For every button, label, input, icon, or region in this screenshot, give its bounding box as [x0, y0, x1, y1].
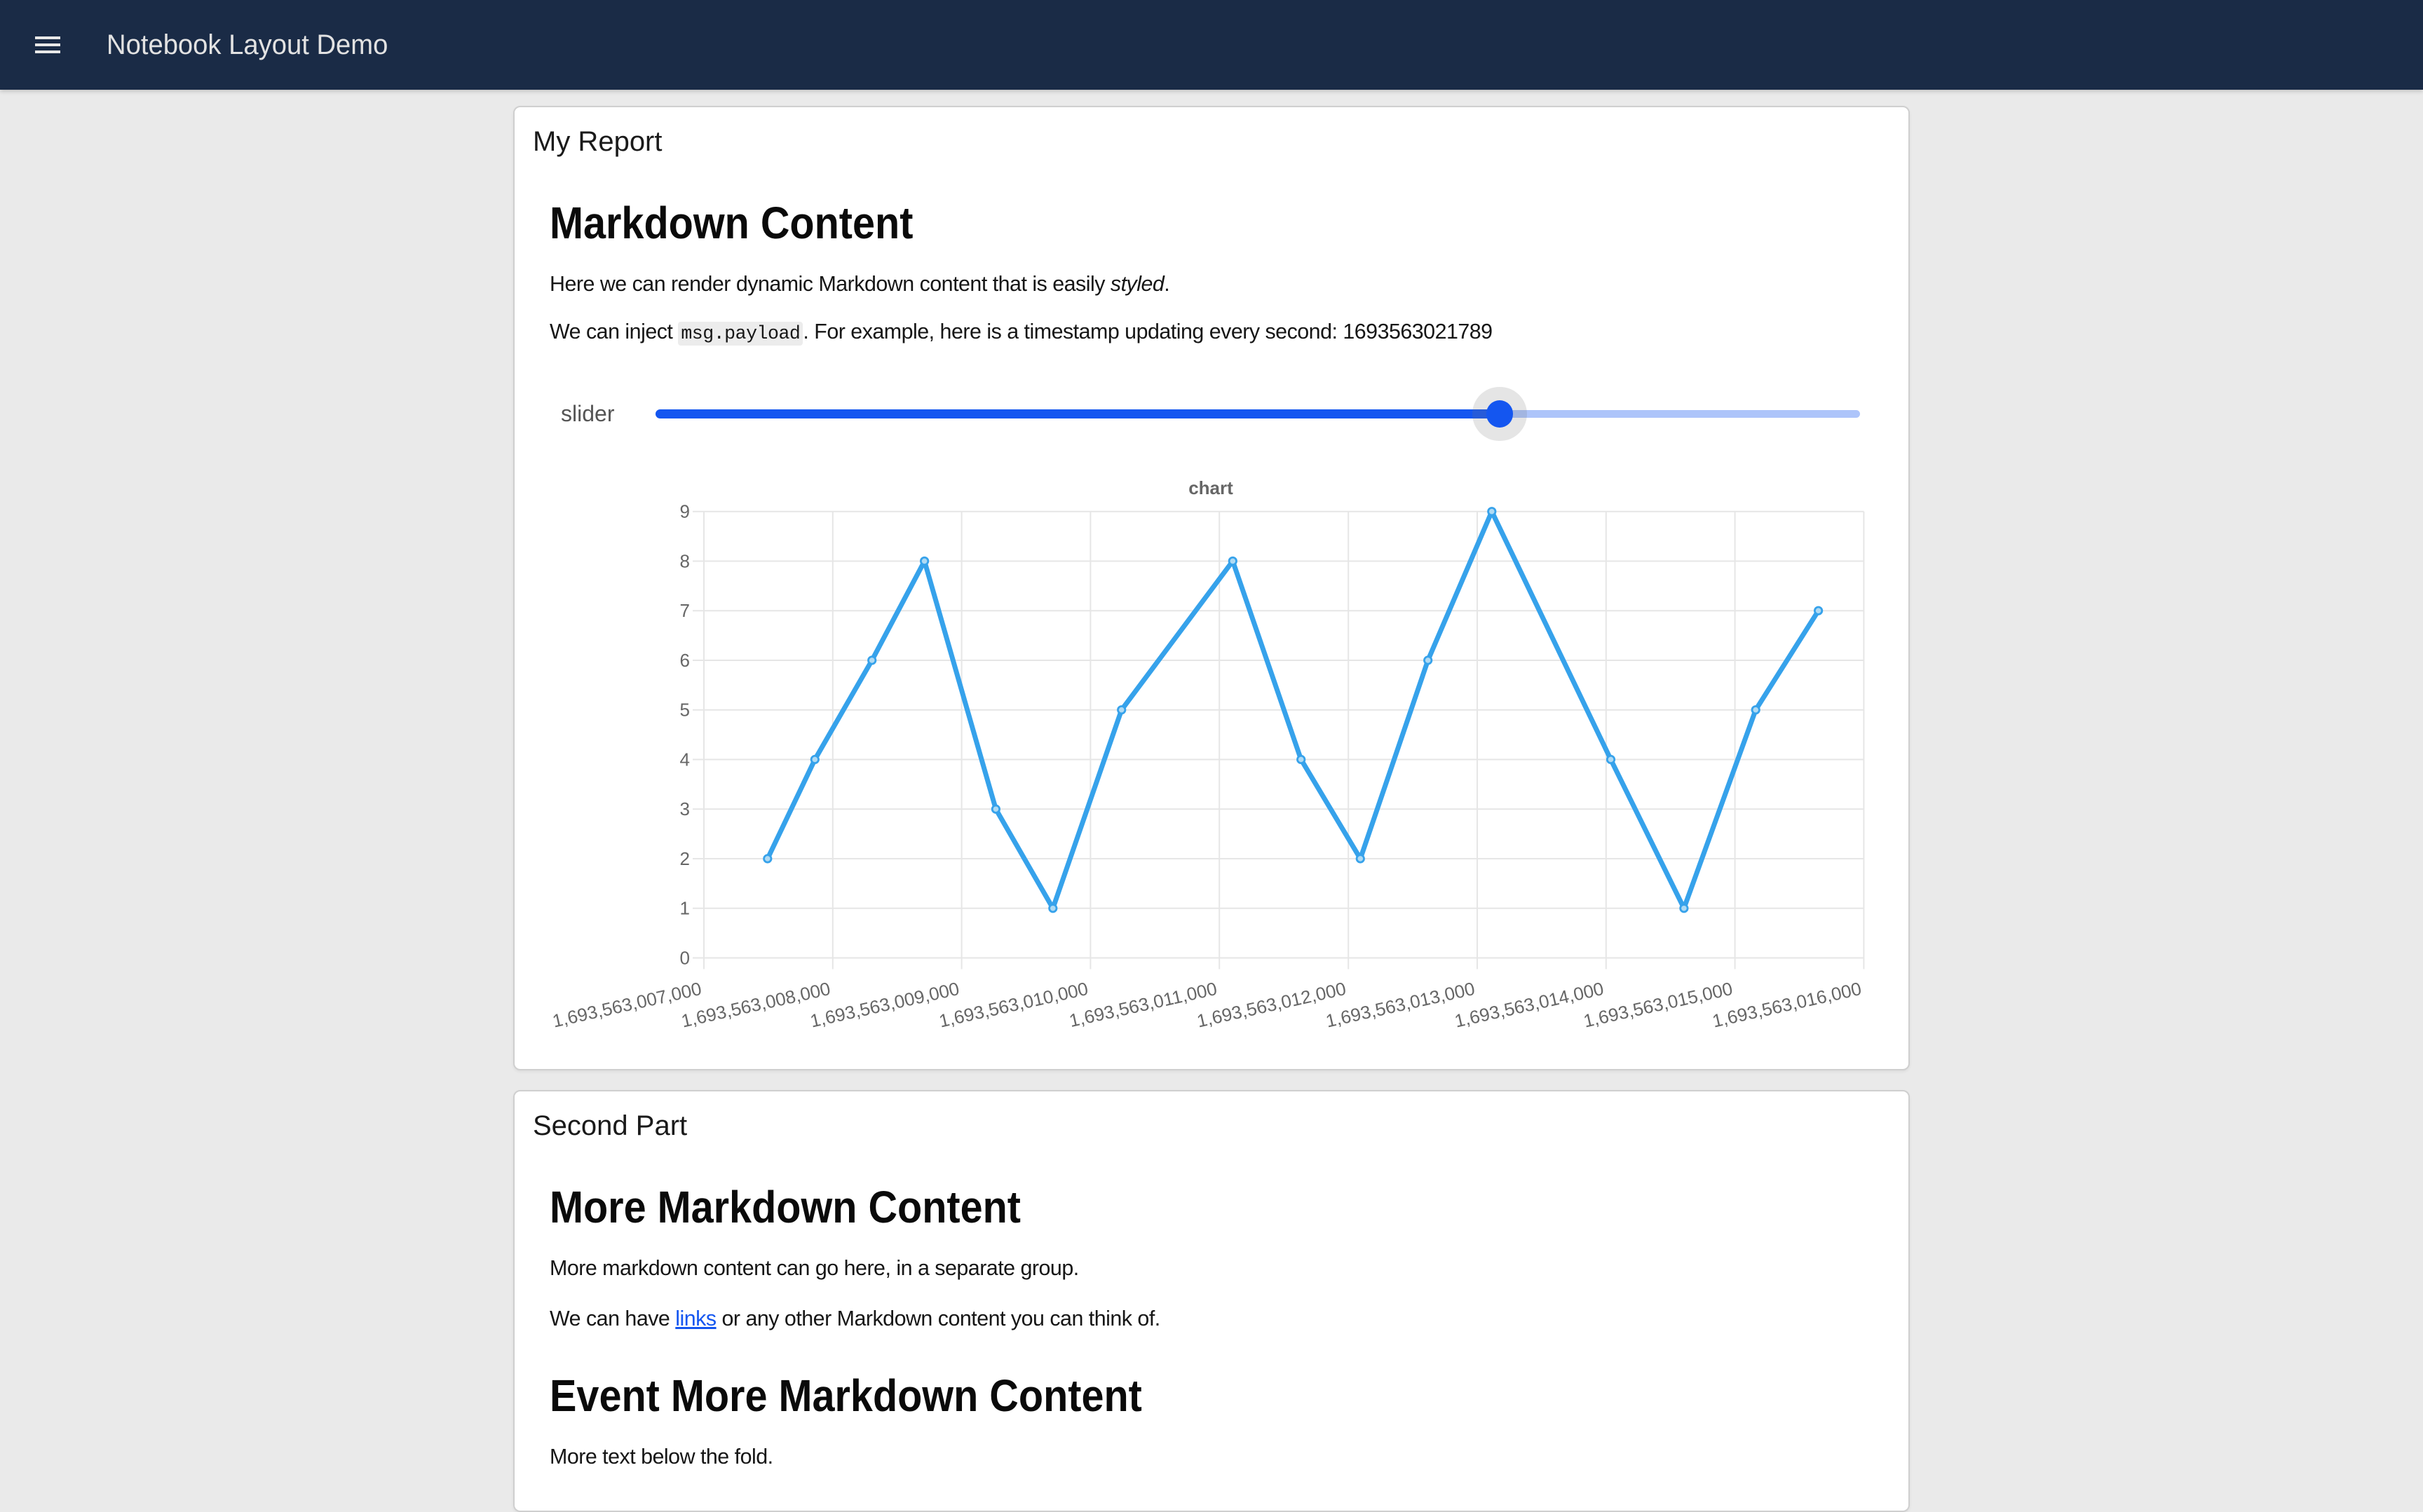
- svg-text:0: 0: [680, 947, 690, 968]
- svg-text:1,693,563,009,000: 1,693,563,009,000: [808, 978, 961, 1032]
- svg-text:8: 8: [680, 550, 690, 571]
- svg-text:1,693,563,011,000: 1,693,563,011,000: [1067, 978, 1219, 1031]
- svg-text:1,693,563,007,000: 1,693,563,007,000: [550, 978, 703, 1032]
- svg-text:3: 3: [680, 798, 690, 819]
- svg-text:chart: chart: [1188, 477, 1233, 498]
- svg-text:1,693,563,014,000: 1,693,563,014,000: [1453, 978, 1606, 1032]
- svg-text:1,693,563,013,000: 1,693,563,013,000: [1324, 978, 1477, 1032]
- svg-text:2: 2: [680, 848, 690, 869]
- svg-text:1: 1: [680, 898, 690, 919]
- svg-text:1,693,563,015,000: 1,693,563,015,000: [1582, 978, 1735, 1032]
- svg-text:9: 9: [680, 501, 690, 522]
- svg-text:1,693,563,012,000: 1,693,563,012,000: [1195, 978, 1348, 1032]
- svg-text:5: 5: [680, 700, 690, 721]
- svg-text:6: 6: [680, 650, 690, 671]
- svg-text:4: 4: [680, 749, 690, 770]
- svg-text:1,693,563,008,000: 1,693,563,008,000: [679, 978, 832, 1032]
- svg-text:1,693,563,016,000: 1,693,563,016,000: [1711, 978, 1864, 1032]
- svg-text:7: 7: [680, 600, 690, 621]
- svg-text:1,693,563,010,000: 1,693,563,010,000: [937, 978, 1090, 1032]
